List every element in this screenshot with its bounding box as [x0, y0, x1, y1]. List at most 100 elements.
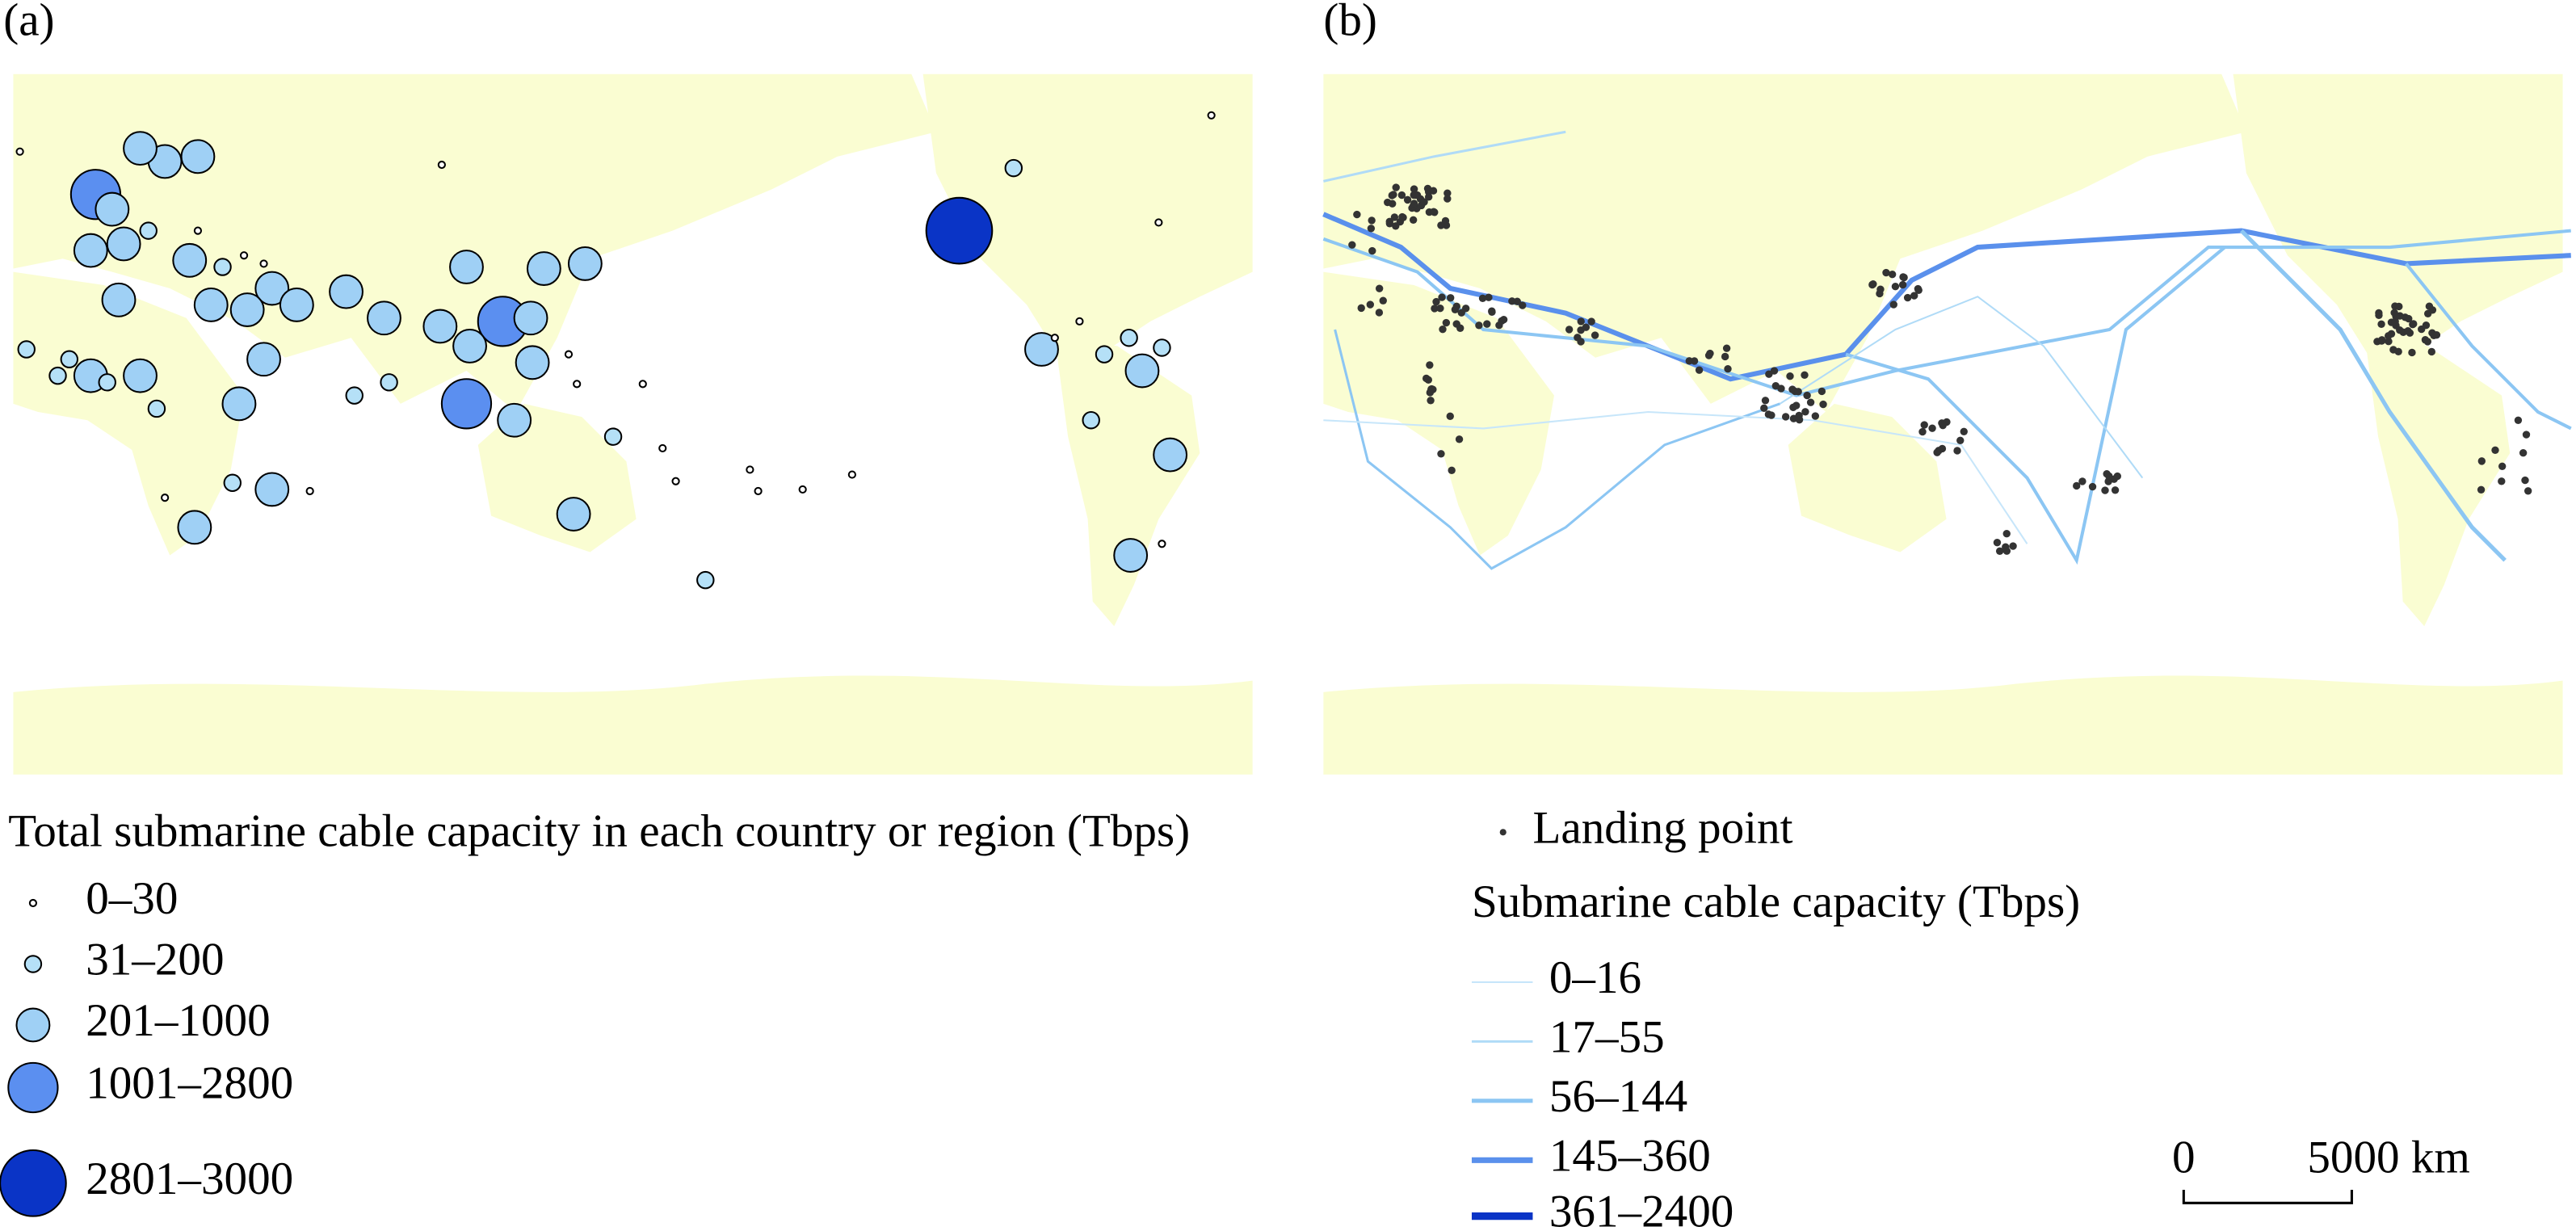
capacity-circle — [1153, 338, 1171, 357]
capacity-circle — [239, 251, 249, 260]
landing-point — [1410, 185, 1418, 193]
landing-point — [1761, 397, 1770, 405]
landing-point — [2395, 302, 2403, 311]
capacity-circle — [329, 274, 363, 309]
landing-point — [1366, 300, 1375, 309]
capacity-circle — [526, 251, 561, 286]
landing-point — [2387, 330, 2396, 338]
landing-point — [1411, 191, 1419, 200]
landing-point — [2498, 477, 2506, 485]
capacity-circle — [60, 350, 79, 368]
landing-point — [1792, 401, 1801, 410]
landing-point — [1993, 538, 2002, 547]
capacity-circle — [573, 380, 582, 389]
capacity-circle — [1082, 411, 1100, 430]
capacity-circle — [658, 443, 667, 453]
landing-point — [1427, 397, 1435, 405]
landing-point — [1767, 411, 1775, 419]
capacity-circle — [229, 292, 265, 327]
capacity-circle — [17, 340, 36, 359]
landing-point — [1685, 357, 1693, 365]
legend-label: 361–2400 — [1549, 1187, 1733, 1231]
landing-point — [1397, 191, 1406, 200]
legend-label: 31–200 — [86, 935, 224, 985]
landing-point — [1582, 323, 1591, 331]
capacity-circle — [1158, 540, 1166, 548]
capacity-circle — [48, 366, 67, 385]
landing-point — [2521, 476, 2529, 485]
panel-label: (a) — [3, 0, 54, 46]
capacity-circle — [696, 570, 715, 590]
capacity-circle — [254, 472, 290, 507]
capacity-circle — [1075, 317, 1084, 326]
landing-point — [2514, 416, 2523, 424]
cable — [1779, 296, 2144, 479]
legend-label: 0–16 — [1549, 952, 1641, 1003]
landing-point — [1485, 293, 1493, 301]
landing-point — [1781, 413, 1790, 421]
landing-point — [1801, 408, 1809, 416]
capacity-circle — [1004, 158, 1023, 178]
landing-point — [1789, 414, 1798, 422]
landing-point — [1933, 448, 1941, 456]
capacity-circle — [172, 242, 208, 278]
landing-point — [2002, 530, 2011, 538]
landing-point — [1443, 195, 1452, 203]
capacity-circle — [180, 139, 216, 174]
landing-point — [1410, 200, 1418, 208]
capacity-circle — [437, 160, 446, 170]
capacity-circle — [671, 477, 680, 485]
landing-point — [2009, 542, 2017, 550]
capacity-circle — [254, 271, 290, 306]
landing-point — [1695, 366, 1704, 374]
landing-point — [1357, 304, 1365, 313]
landing-point — [2477, 485, 2486, 494]
landing-point — [2078, 477, 2086, 485]
cable — [1323, 130, 1566, 183]
landing-point — [2523, 487, 2532, 495]
landing-point — [1390, 213, 1399, 221]
landing-point — [1367, 225, 1376, 233]
landing-point — [1430, 208, 1438, 216]
landing-point — [1438, 293, 1446, 301]
landing-point — [1939, 421, 1947, 430]
capacity-circle — [564, 350, 574, 359]
capacity-circle — [556, 497, 591, 531]
legend-label: 145–360 — [1549, 1130, 1711, 1181]
legend-symbol — [7, 1061, 59, 1114]
landing-point — [1495, 321, 1503, 330]
capacity-circle — [106, 226, 141, 262]
landing-point — [2432, 331, 2441, 339]
landing-point — [2101, 486, 2109, 494]
capacity-circle — [754, 486, 763, 496]
landing-point — [1508, 297, 1516, 305]
landing-point — [1375, 309, 1384, 317]
landing-point — [1442, 318, 1451, 327]
capacity-circle — [161, 494, 170, 502]
cable — [1845, 246, 2226, 565]
landing-point — [2394, 347, 2402, 356]
landing-point — [1384, 198, 1392, 207]
landing-point — [1368, 246, 1376, 255]
legend-symbol — [15, 1007, 51, 1043]
scale-bar — [2182, 1189, 2353, 1204]
landing-point — [2391, 317, 2399, 326]
capacity-circle — [345, 386, 363, 405]
landing-point — [1447, 294, 1455, 302]
landing-point — [2404, 327, 2412, 335]
capacity-circle — [123, 131, 158, 166]
landing-point — [2405, 314, 2413, 323]
landing-point — [1819, 400, 1827, 409]
landing-point — [1424, 193, 1433, 201]
landing-point-symbol — [1499, 829, 1507, 836]
landing-point — [2519, 449, 2528, 457]
legend-title: Submarine cable capacity (Tbps) — [1472, 876, 2080, 927]
landing-point — [1868, 280, 1876, 289]
landing-point — [1960, 427, 1968, 435]
capacity-circle — [1207, 111, 1216, 120]
landing-point — [2385, 338, 2393, 346]
landing-point — [1704, 351, 1713, 359]
landing-point — [1436, 305, 1444, 313]
landing-point — [1900, 273, 1908, 282]
